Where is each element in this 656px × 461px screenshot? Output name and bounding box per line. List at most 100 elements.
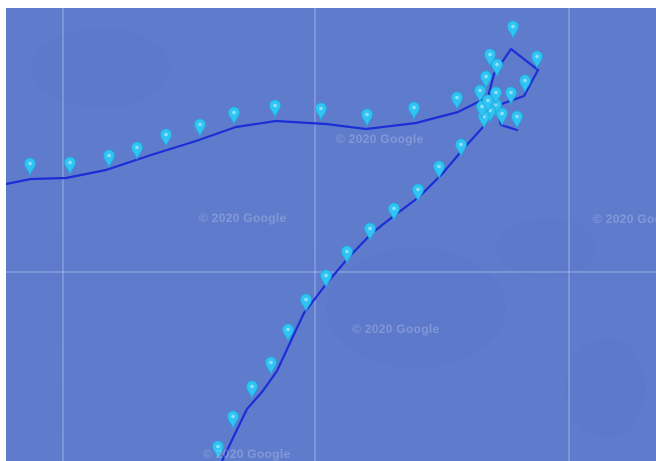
- map-texture-patch: [496, 218, 596, 278]
- map-pin-icon[interactable]: [412, 183, 424, 203]
- map-pin-icon[interactable]: [24, 157, 36, 177]
- map-pin-shape: [320, 269, 332, 289]
- map-texture-patch: [46, 368, 206, 448]
- map-pin-icon[interactable]: [300, 293, 312, 313]
- map-pin-dot: [232, 110, 236, 115]
- map-pin-dot: [478, 88, 482, 93]
- map-pin-shape: [496, 107, 508, 127]
- marker-layer[interactable]: [24, 20, 543, 460]
- map-pin-dot: [68, 160, 72, 165]
- map-texture-patch: [196, 223, 316, 293]
- map-pin-shape: [212, 440, 224, 460]
- map-pin-shape: [474, 84, 486, 104]
- map-pin-icon[interactable]: [455, 138, 467, 158]
- map-pin-icon[interactable]: [511, 110, 523, 130]
- map-pin-dot: [345, 249, 349, 254]
- map-texture: [6, 28, 646, 448]
- map-pin-shape: [531, 50, 543, 70]
- map-pin-shape: [361, 108, 373, 128]
- map-pin-shape: [265, 356, 277, 376]
- map-pin-icon[interactable]: [482, 94, 494, 114]
- map-pin-dot: [495, 62, 499, 67]
- map-pin-icon[interactable]: [227, 410, 239, 430]
- map-pin-dot: [511, 24, 515, 29]
- map-pin-dot: [216, 444, 220, 449]
- map-pin-icon[interactable]: [315, 102, 327, 122]
- map-pin-dot: [523, 78, 527, 83]
- map-pin-icon[interactable]: [228, 106, 240, 126]
- map-pin-shape: [482, 94, 494, 114]
- map-pin-dot: [515, 114, 519, 119]
- map-pin-shape: [24, 157, 36, 177]
- map-canvas[interactable]: [6, 8, 656, 461]
- map-pin-icon[interactable]: [361, 108, 373, 128]
- map-pin-shape: [246, 380, 258, 400]
- map-pin-icon[interactable]: [505, 86, 517, 106]
- map-pin-dot: [135, 145, 139, 150]
- map-pin-icon[interactable]: [265, 356, 277, 376]
- map-pin-shape: [388, 202, 400, 222]
- map-pin-dot: [319, 106, 323, 111]
- map-pin-shape: [194, 118, 206, 138]
- map-pin-shape: [131, 141, 143, 161]
- map-pin-shape: [490, 86, 502, 106]
- map-pin-icon[interactable]: [131, 141, 143, 161]
- map-pin-icon[interactable]: [160, 128, 172, 148]
- map-pin-dot: [535, 54, 539, 59]
- map-pin-icon[interactable]: [531, 50, 543, 70]
- map-pin-icon[interactable]: [282, 323, 294, 343]
- map-pin-icon[interactable]: [484, 48, 496, 68]
- map-pin-icon[interactable]: [341, 245, 353, 265]
- map-pin-icon[interactable]: [507, 20, 519, 40]
- map-pin-icon[interactable]: [212, 440, 224, 460]
- map-pin-dot: [500, 111, 504, 116]
- map-pin-shape: [160, 128, 172, 148]
- map-pin-dot: [28, 161, 32, 166]
- map-pin-shape: [408, 101, 420, 121]
- map-pin-shape: [364, 222, 376, 242]
- map-pin-dot: [455, 95, 459, 100]
- map-pin-shape: [507, 20, 519, 40]
- map-pin-icon[interactable]: [519, 74, 531, 94]
- map-pin-dot: [273, 103, 277, 108]
- map-pin-dot: [494, 90, 498, 95]
- map-pin-icon[interactable]: [388, 202, 400, 222]
- map-pin-icon[interactable]: [103, 149, 115, 169]
- map-pin-shape: [228, 106, 240, 126]
- map-pin-dot: [437, 164, 441, 169]
- map-pin-icon[interactable]: [269, 99, 281, 119]
- map-viewport[interactable]: © 2020 Google © 2020 Google © 2020 Googl…: [6, 8, 656, 461]
- map-pin-icon[interactable]: [64, 156, 76, 176]
- map-pin-dot: [488, 52, 492, 57]
- map-pin-dot: [486, 98, 490, 103]
- map-pin-shape: [480, 70, 492, 90]
- map-texture-patch: [326, 248, 506, 368]
- map-pin-shape: [519, 74, 531, 94]
- map-texture-patch: [6, 228, 96, 348]
- map-pin-icon[interactable]: [490, 86, 502, 106]
- map-pin-dot: [459, 142, 463, 147]
- map-pin-dot: [412, 105, 416, 110]
- map-grid: [6, 8, 656, 461]
- map-pin-dot: [198, 122, 202, 127]
- map-pin-icon[interactable]: [433, 160, 445, 180]
- map-pin-icon[interactable]: [496, 107, 508, 127]
- map-pin-dot: [269, 360, 273, 365]
- map-pin-icon[interactable]: [408, 101, 420, 121]
- map-pin-dot: [304, 297, 308, 302]
- map-pin-icon[interactable]: [451, 91, 463, 111]
- map-pin-dot: [164, 132, 168, 137]
- map-pin-shape: [433, 160, 445, 180]
- map-pin-dot: [231, 414, 235, 419]
- map-pin-shape: [505, 86, 517, 106]
- map-pin-icon[interactable]: [246, 380, 258, 400]
- map-pin-dot: [286, 327, 290, 332]
- map-pin-icon[interactable]: [491, 58, 503, 78]
- map-pin-dot: [480, 104, 484, 109]
- map-pin-icon[interactable]: [320, 269, 332, 289]
- map-pin-icon[interactable]: [480, 70, 492, 90]
- map-pin-dot: [416, 187, 420, 192]
- map-pin-icon[interactable]: [474, 84, 486, 104]
- map-pin-icon[interactable]: [364, 222, 376, 242]
- map-pin-icon[interactable]: [194, 118, 206, 138]
